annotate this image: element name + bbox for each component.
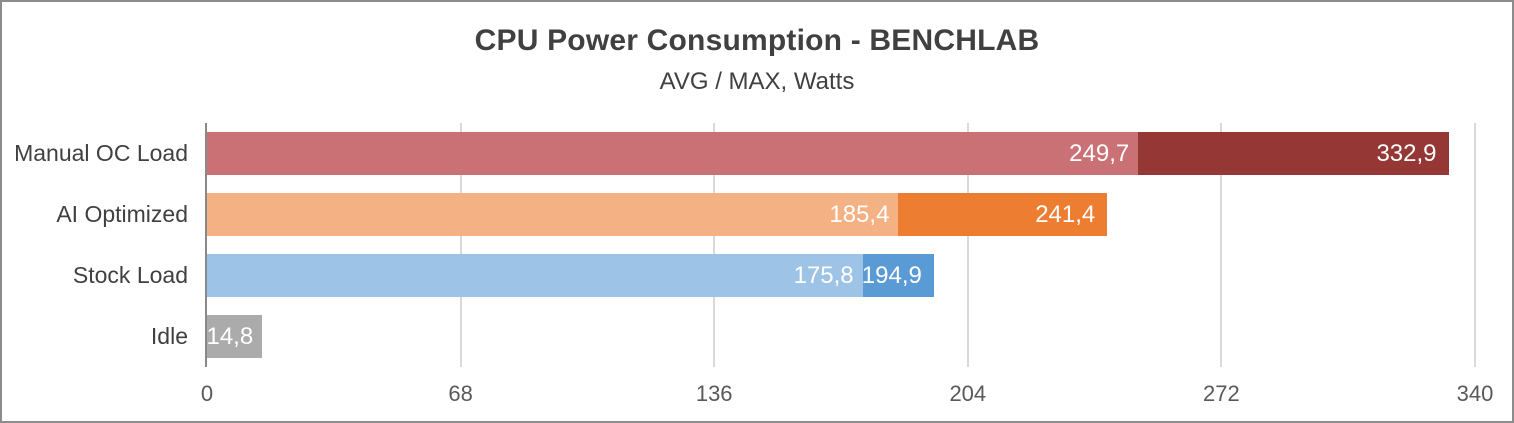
bar-rows: 249,7 332,9 185,4 241,4 175,8 194,9 14,8 <box>206 123 1475 367</box>
bar: 249,7 332,9 <box>207 132 1475 175</box>
max-bar-segment: 332,9 <box>1138 132 1449 175</box>
bar-row: 249,7 332,9 <box>207 123 1475 184</box>
gridline <box>1220 123 1223 367</box>
bar: 14,8 <box>206 315 1475 358</box>
x-tick-label: 68 <box>448 381 473 406</box>
gridline <box>966 123 969 367</box>
gridline <box>1474 123 1476 367</box>
x-axis: 0 68 136 204 272 340 <box>201 381 1493 411</box>
avg-bar-segment: 14,8 <box>206 315 263 358</box>
chart-title: CPU Power Consumption - BENCHLAB <box>474 24 1040 57</box>
max-bar-segment: 241,4 <box>898 193 1108 236</box>
avg-bar-segment: 185,4 <box>207 193 899 236</box>
bar-row: 14,8 <box>206 306 1475 367</box>
y-axis-line <box>205 123 207 367</box>
avg-value-label: 249,7 <box>1069 139 1130 167</box>
avg-value-label: 185,4 <box>829 200 890 228</box>
category-label: Manual OC Load <box>14 140 188 166</box>
gridline <box>459 123 462 367</box>
gridline <box>713 123 716 367</box>
plot-area: 249,7 332,9 185,4 241,4 175,8 194,9 14,8 <box>206 123 1476 367</box>
x-tick-label: 204 <box>949 381 987 406</box>
bar: 185,4 241,4 <box>207 193 1475 236</box>
avg-bar-segment: 249,7 <box>207 132 1139 175</box>
bar-row: 185,4 241,4 <box>207 184 1475 245</box>
x-tick-label: 136 <box>695 381 733 406</box>
max-value-label: 332,9 <box>1376 139 1437 167</box>
avg-value-label: 14,8 <box>206 322 254 350</box>
chart-subtitle: AVG / MAX, Watts <box>659 68 855 95</box>
max-value-label: 241,4 <box>1035 200 1096 228</box>
x-tick-label: 0 <box>200 381 214 406</box>
category-label: Stock Load <box>72 262 188 288</box>
category-axis: Manual OC Load AI Optimized Stock Load Idle <box>2 123 188 367</box>
avg-value-label: 175,8 <box>793 261 854 289</box>
avg-bar-segment: 175,8 <box>207 254 863 297</box>
x-tick-label: 272 <box>1203 381 1240 406</box>
max-bar-segment: 194,9 <box>861 254 934 297</box>
category-label: Idle <box>150 323 188 349</box>
category-label: AI Optimized <box>56 201 188 227</box>
max-value-label: 194,9 <box>861 261 922 289</box>
bar: 175,8 194,9 <box>207 254 1475 297</box>
x-tick-label: 340 <box>1456 381 1494 406</box>
bar-row: 175,8 194,9 <box>207 245 1475 306</box>
